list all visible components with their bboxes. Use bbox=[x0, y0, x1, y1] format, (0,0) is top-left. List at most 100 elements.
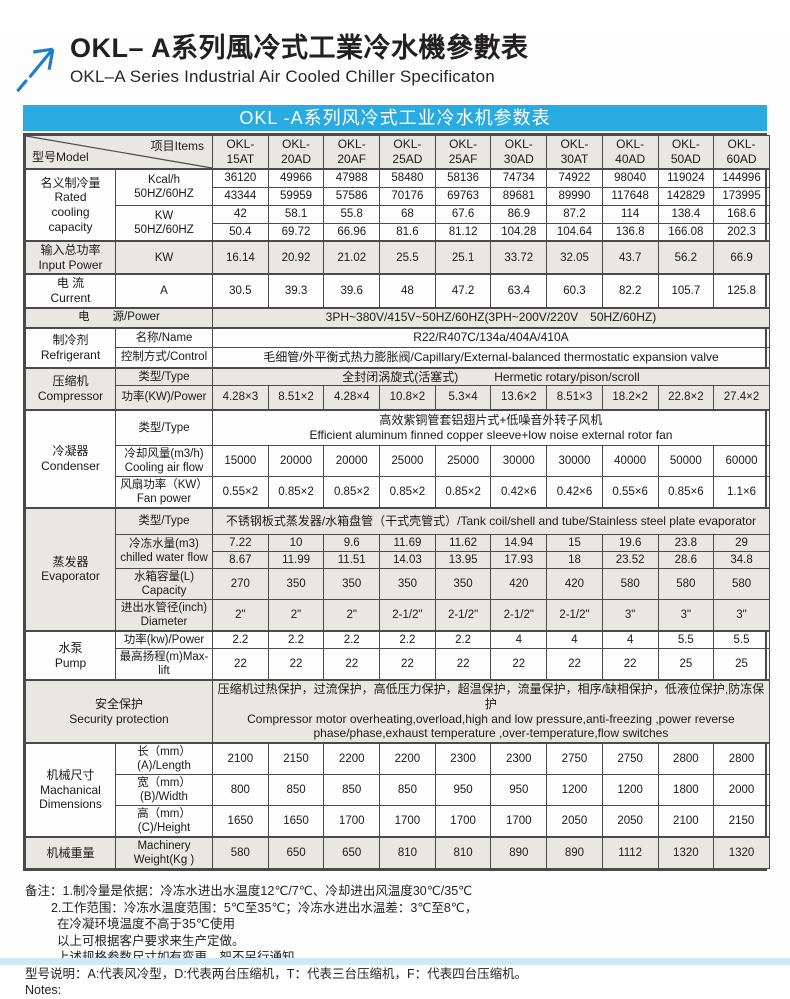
value-cell: 25.1 bbox=[434, 239, 492, 275]
value-cell: 11.51 bbox=[323, 550, 381, 569]
value-cell: 39.3 bbox=[267, 273, 325, 309]
value-cell: 5.5 bbox=[657, 629, 715, 650]
value-cell: 173995 bbox=[713, 186, 770, 206]
value-cell: 2750 bbox=[601, 741, 659, 775]
corner-model-label: 型号Model bbox=[32, 150, 89, 165]
value-cell: 69763 bbox=[434, 186, 492, 206]
value-cell: 10.8×2 bbox=[379, 385, 436, 411]
value-cell: 74922 bbox=[546, 168, 603, 188]
value-cell: 22 bbox=[434, 648, 492, 681]
page-subtitle: OKL–A Series Industrial Air Cooled Chill… bbox=[70, 66, 495, 86]
value-cell: 13.6×2 bbox=[490, 385, 548, 411]
value-cell: 11.62 bbox=[434, 533, 492, 552]
row-sublabel: 类型/Type bbox=[115, 408, 213, 447]
value-cell: 17.93 bbox=[490, 550, 548, 569]
value-cell: 25 bbox=[713, 648, 770, 681]
value-cell: 0.42×6 bbox=[546, 476, 603, 509]
value-cell: 800 bbox=[212, 773, 269, 806]
value-cell: 2200 bbox=[323, 741, 381, 775]
value-cell: 810 bbox=[434, 835, 492, 870]
row-sublabel: 进出水管径(inch) Diameter bbox=[115, 598, 213, 632]
value-cell: 70176 bbox=[379, 186, 436, 206]
value-cell: 2" bbox=[267, 598, 325, 632]
value-cell: 580 bbox=[212, 835, 269, 870]
value-cell: 2800 bbox=[713, 741, 770, 775]
value-cell: 144996 bbox=[713, 168, 770, 188]
row-sublabel: 电 源/Power bbox=[25, 306, 213, 328]
row-label: 机械尺寸 Machanical Dimensions bbox=[25, 741, 116, 838]
spec-table-wrap: 型号Model 项目Items OKL- 15AT OKL- 20AD OKL- 20A… bbox=[23, 133, 770, 872]
value-cell: 22 bbox=[212, 648, 269, 681]
row-sublabel: 风扇功率（KW） Fan power bbox=[115, 476, 213, 509]
corner-items-label: 项目Items bbox=[150, 139, 204, 153]
value-cell: 98040 bbox=[601, 168, 659, 188]
value-cell: 117648 bbox=[601, 186, 659, 206]
value-cell: 8.51×2 bbox=[267, 385, 325, 411]
value-cell: 33.72 bbox=[490, 239, 548, 275]
value-cell: 580 bbox=[657, 567, 715, 600]
value-cell: 350 bbox=[267, 567, 325, 600]
value-cell: 20000 bbox=[323, 445, 381, 478]
value-cell: 4.28×4 bbox=[323, 385, 381, 411]
value-cell: 47988 bbox=[323, 168, 381, 188]
value-cell: 16.14 bbox=[212, 239, 269, 275]
value-cell: 1650 bbox=[267, 804, 325, 838]
value-cell: 2-1/2" bbox=[434, 598, 492, 632]
value-cell: 14.94 bbox=[490, 533, 548, 552]
value-cell: 0.85×2 bbox=[323, 476, 381, 509]
value-cell: 5.3×4 bbox=[434, 385, 492, 411]
value-cell: 19.6 bbox=[601, 533, 659, 552]
note-line: 2.工作范围：冷冻水温度范围：5℃至35℃；冷冻水进出水温差：3℃至8℃， bbox=[51, 900, 478, 915]
value-cell: 28.6 bbox=[657, 550, 715, 569]
value-cell: 89681 bbox=[490, 186, 548, 206]
value-cell: 2050 bbox=[601, 804, 659, 838]
value-cell: 69.72 bbox=[267, 222, 325, 242]
merged-value: 全封闭涡旋式(活塞式) Hermetic rotary/pison/scroll bbox=[212, 366, 770, 387]
row-sublabel: 水箱容量(L) Capacity bbox=[115, 567, 213, 600]
value-cell: 2.2 bbox=[323, 629, 381, 650]
value-cell: 2800 bbox=[657, 741, 715, 775]
row-label: 制冷剂 Refrigerant bbox=[25, 326, 116, 368]
row-label: 安全保护 Security protection bbox=[25, 679, 213, 744]
value-cell: 87.2 bbox=[546, 204, 603, 224]
value-cell: 81.6 bbox=[379, 222, 436, 242]
note-line: 以上可根据客户要求来生产定做。 bbox=[57, 933, 245, 948]
value-cell: 1650 bbox=[212, 804, 269, 838]
value-cell: 2100 bbox=[212, 741, 269, 775]
value-cell: 350 bbox=[379, 567, 436, 600]
model-header: OKL- 30AT bbox=[546, 135, 603, 170]
merged-value: 压缩机过热保护，过流保护，高低压力保护，超温保护，流量保护，相序/缺相保护，低液… bbox=[212, 679, 770, 744]
value-cell: 60.3 bbox=[546, 273, 603, 309]
merged-value: R22/R407C/134a/404A/410A bbox=[212, 326, 770, 348]
value-cell: 166.08 bbox=[657, 222, 715, 242]
value-cell: 47.2 bbox=[434, 273, 492, 309]
value-cell: 2100 bbox=[657, 804, 715, 838]
value-cell: 4 bbox=[490, 629, 548, 650]
row-sublabel: 控制方式/Control bbox=[115, 347, 213, 368]
value-cell: 2300 bbox=[490, 741, 548, 775]
value-cell: 22.8×2 bbox=[657, 385, 715, 411]
note-line: 备注：1.制冷量是依据：冷冻水进出水温度12℃/7℃、冷却进出风温度30℃/35… bbox=[25, 884, 473, 899]
value-cell: 15 bbox=[546, 533, 603, 552]
title-block: OKL– A系列風冷式工業冷水機參數表 OKL–A Series Industr… bbox=[70, 33, 529, 87]
value-cell: 50.4 bbox=[212, 222, 269, 242]
value-cell: 58480 bbox=[379, 168, 436, 188]
value-cell: 1200 bbox=[546, 773, 603, 806]
value-cell: 48 bbox=[379, 273, 436, 309]
value-cell: 2-1/2" bbox=[490, 598, 548, 632]
table-banner-title: OKL -A系列风冷式工业冷水机参数表 bbox=[23, 105, 767, 131]
row-sublabel: 类型/Type bbox=[115, 366, 213, 387]
page: OKL– A系列風冷式工業冷水機參數表 OKL–A Series Industr… bbox=[0, 33, 790, 997]
value-cell: 22 bbox=[379, 648, 436, 681]
row-sublabel: Machinery Weight(Kg ) bbox=[115, 835, 213, 870]
model-header: OKL- 30AD bbox=[490, 135, 548, 170]
value-cell: 59959 bbox=[267, 186, 325, 206]
value-cell: 25000 bbox=[434, 445, 492, 478]
value-cell: 810 bbox=[379, 835, 436, 870]
value-cell: 580 bbox=[713, 567, 770, 600]
value-cell: 1320 bbox=[713, 835, 770, 870]
value-cell: 2-1/2" bbox=[379, 598, 436, 632]
value-cell: 125.8 bbox=[713, 273, 770, 309]
value-cell: 1700 bbox=[323, 804, 381, 838]
value-cell: 86.9 bbox=[490, 204, 548, 224]
